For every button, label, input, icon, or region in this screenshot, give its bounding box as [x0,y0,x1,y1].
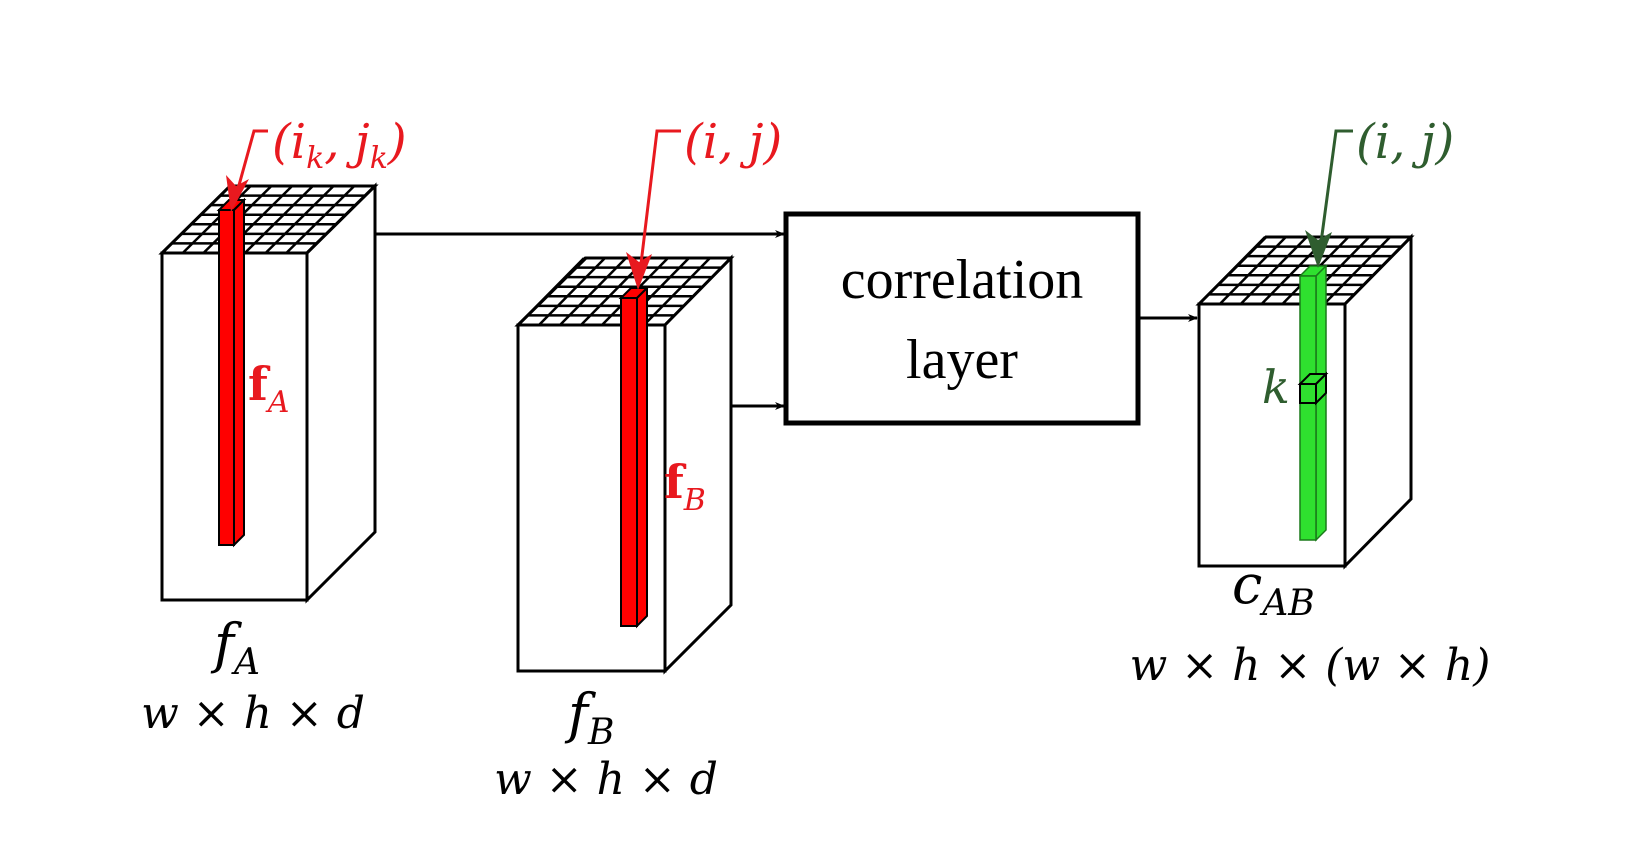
cAB-correlation-column [1298,264,1328,542]
cAB-k-cell [1297,371,1329,406]
fB-dims: w × h × d [494,754,718,805]
fA-side-face [305,182,377,604]
fB-pointer-label: (i, j) [684,114,782,170]
correlation-block-cAB [1195,233,1415,570]
fA-name: fA [210,612,260,683]
pointer-arrow-fA [226,129,268,212]
fA-dims: w × h × d [141,688,365,739]
fB-name: fB [564,682,614,753]
correlation-box-line1: correlation [841,249,1084,311]
fB-feature-column [618,285,650,629]
cAB-pointer-label: (i, j) [1356,114,1454,170]
fA-pointer-label: (ik, jk) [272,114,407,176]
cAB-dims: w × h × (w × h) [1130,640,1491,691]
cAB-k-label: k [1262,360,1290,414]
correlation-box-line2: layer [906,329,1018,391]
feature-block-fA [158,182,379,604]
pointer-arrow-cAB [1305,129,1353,268]
pointer-arrow-fB [626,129,681,290]
fA-feature-column [216,197,247,548]
correlation-layer-box: correlation layer [783,211,1141,426]
feature-block-fB [514,254,735,675]
